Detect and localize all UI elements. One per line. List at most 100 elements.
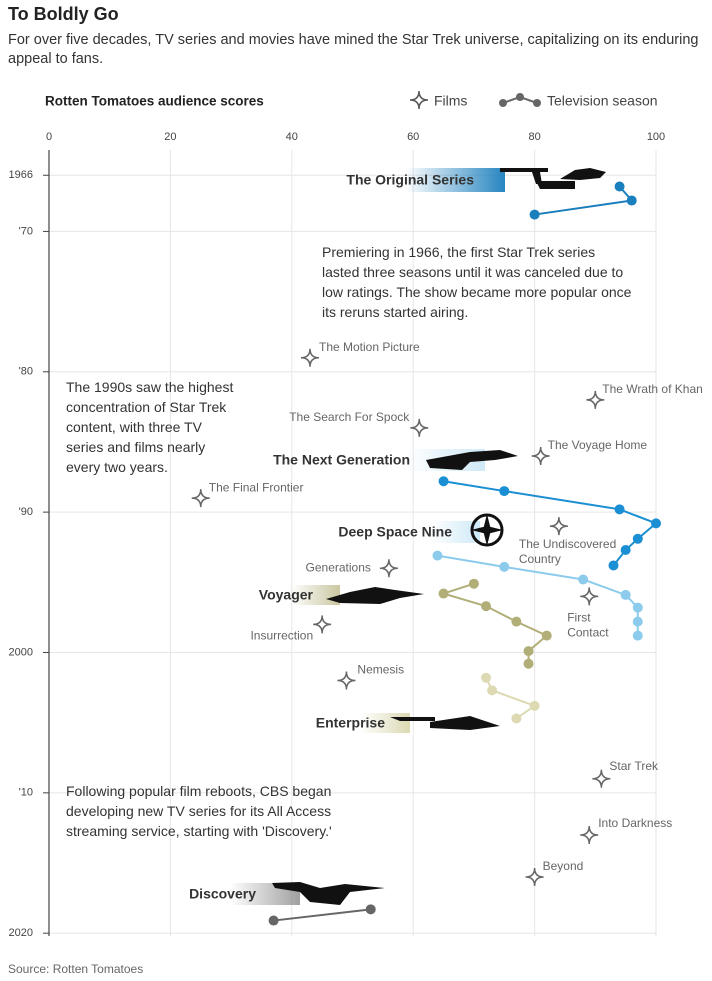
series-label: Enterprise (316, 715, 385, 731)
annotation: Following popular film reboots, CBS bega… (66, 783, 332, 839)
x-tick-label: 0 (46, 131, 52, 143)
annotation-line: every two years. (66, 459, 168, 475)
banners (230, 168, 505, 905)
season-point (620, 589, 631, 600)
annotation-line: Premiering in 1966, the first Star Trek … (322, 244, 595, 260)
season-point (487, 685, 498, 696)
x-tick-label: 40 (286, 131, 298, 143)
grid (43, 150, 657, 936)
season-line (437, 554, 639, 636)
axis-title: Rotten Tomatoes audience scores (45, 94, 264, 109)
film-star (549, 517, 568, 536)
season-line (273, 908, 371, 922)
annotation: Premiering in 1966, the first Star Trek … (322, 244, 632, 320)
annotation-line: concentration of Star Trek (66, 399, 227, 415)
film-star (191, 489, 210, 508)
x-tick-label: 20 (164, 131, 176, 143)
legend-label: Television season (547, 93, 658, 109)
film-star (592, 769, 611, 788)
title: To Boldly Go (8, 4, 119, 24)
legend-line (499, 93, 541, 107)
season-point (268, 915, 279, 926)
film-label: Insurrection (250, 629, 313, 643)
series-label: Voyager (259, 587, 314, 603)
series-label: Discovery (189, 886, 256, 902)
season-point (523, 646, 534, 657)
season-line (485, 677, 537, 720)
season-point (438, 588, 449, 599)
series-label: The Next Generation (273, 452, 410, 468)
season-point (614, 504, 625, 515)
season-point (632, 616, 643, 627)
season-point (608, 560, 619, 571)
film-star (410, 418, 429, 437)
annotation-line: series and films nearly (66, 439, 205, 455)
legend-star (409, 90, 429, 110)
film-label: The Motion Picture (319, 340, 420, 354)
series-label: Deep Space Nine (338, 524, 452, 540)
film-label: Star Trek (609, 759, 659, 773)
y-tick-label: 1966 (9, 169, 33, 181)
season-point (511, 616, 522, 627)
y-tick-label: '70 (19, 225, 33, 237)
season-point (438, 476, 449, 487)
film-star (525, 868, 544, 887)
film-star (379, 559, 398, 578)
annotation: The 1990s saw the highest concentration o… (66, 379, 233, 475)
season-point (632, 602, 643, 613)
film-label: Nemesis (357, 663, 404, 677)
x-tick-label: 60 (407, 131, 419, 143)
header: To Boldly Go For over five decades, TV s… (8, 4, 708, 69)
film-label: First Contact (567, 611, 609, 640)
season-point (529, 700, 540, 711)
y-tick-label: '90 (19, 506, 33, 518)
season-point (499, 561, 510, 572)
film-label: The Voyage Home (548, 438, 648, 452)
x-tick-label: 100 (647, 131, 665, 143)
film-label-line: Country (519, 552, 561, 566)
season-point (365, 904, 376, 915)
season-point (626, 195, 637, 206)
season-point (541, 630, 552, 641)
y-tick-label: '80 (19, 366, 33, 378)
series-label: The Original Series (346, 172, 474, 188)
season-point (499, 486, 510, 497)
annotation-line: Following popular film reboots, CBS bega… (66, 783, 331, 799)
y-tick-label: '10 (19, 787, 33, 799)
film-star (313, 615, 332, 634)
annotation-line: streaming service, starting with 'Discov… (66, 823, 332, 839)
ships (272, 168, 606, 905)
film-label-line: Contact (567, 626, 609, 640)
season-point (578, 574, 589, 585)
film-label: Generations (306, 560, 371, 574)
season-point (511, 713, 522, 724)
season-point (632, 533, 643, 544)
annotation-line: low ratings. The show became more popula… (322, 284, 632, 300)
film-star (300, 348, 320, 367)
season-point (620, 545, 631, 556)
film-label: Into Darkness (598, 816, 672, 830)
subtitle: For over five decades, TV series and mov… (8, 32, 699, 67)
season-point (632, 630, 643, 641)
annotation-line: The 1990s saw the highest (66, 379, 233, 395)
season-point (614, 181, 625, 192)
film-label-line: The Undiscovered (519, 537, 616, 551)
annotation-line: content, with three TV (66, 419, 203, 435)
season-point (432, 550, 443, 561)
film-label: The Search For Spock (289, 410, 410, 424)
y-tick-label: 2000 (9, 646, 33, 658)
film-star (580, 825, 599, 844)
season-point (481, 672, 492, 683)
source: Source: Rotten Tomatoes (8, 962, 143, 976)
film-label: The Wrath of Khan (602, 382, 703, 396)
film-label: The Undiscovered Country (519, 537, 616, 566)
film-label: Beyond (543, 859, 584, 873)
season-point (523, 658, 534, 669)
season-point (529, 209, 540, 220)
y-tick-label: 2020 (9, 927, 33, 939)
annotation-line: developing new TV series for its All Acc… (66, 803, 331, 819)
season-point (481, 601, 492, 612)
annotation-line: lasted three seasons until it was cancel… (322, 264, 623, 280)
